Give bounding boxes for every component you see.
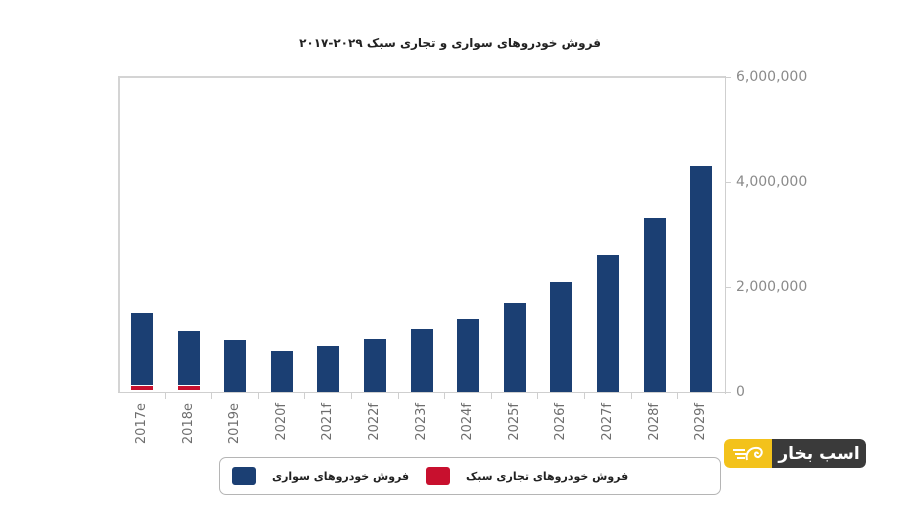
x-tick-label: 2029f [693,403,709,441]
x-tick-label: 2017e [134,403,149,445]
legend-label-passenger: فروش خودروهای سواری [272,469,410,483]
x-tick [304,392,306,399]
bar-passenger[interactable] [690,166,713,392]
logo-text: اسب بخار [772,439,866,468]
y-axis-line [725,76,726,394]
x-tick [677,392,679,399]
legend-item-light-commercial[interactable]: فروش خودروهای تجاری سبک [426,467,628,485]
plot-area [118,76,725,392]
bar-passenger[interactable] [643,218,666,392]
bar-passenger[interactable] [550,281,573,392]
bar-passenger[interactable] [457,319,480,392]
bar-light-commercial[interactable] [131,386,153,390]
y-tick-label: 6,000,000 [736,69,808,85]
bar-light-commercial[interactable] [177,386,200,390]
x-tick-label: 2023f [413,403,429,441]
bar-passenger[interactable] [177,331,200,385]
bar-passenger[interactable] [597,254,619,392]
x-tick-label: 2021f [320,403,336,441]
y-tick [725,287,731,288]
x-tick-label: 2028f [646,403,662,441]
y-tick [725,182,731,183]
bar-passenger[interactable] [270,351,293,392]
legend-label-light-commercial: فروش خودروهای تجاری سبک [466,469,629,483]
x-tick [537,392,539,399]
x-tick [351,392,352,399]
y-tick-label: 4,000,000 [736,174,808,190]
bar-passenger[interactable] [503,302,526,392]
x-tick-label: 2022f [367,403,382,441]
x-tick [164,392,166,399]
x-tick [211,392,213,399]
x-tick-label: 2024f [460,403,476,441]
x-tick [397,392,399,399]
chart-title: فروش خودروهای سواری و تجاری سبک ۲۰۲۹-۲۰۱… [299,36,601,50]
y-tick-label: 2,000,000 [736,279,808,295]
x-tick [444,392,446,399]
x-tick-label: 2025f [506,403,522,441]
legend: فروش خودروهای سواری فروش خودروهای تجاری … [219,457,721,495]
legend-item-passenger[interactable]: فروش خودروهای سواری [232,467,409,485]
y-tick [725,392,731,393]
x-tick [630,392,632,399]
bar-passenger[interactable] [317,345,340,392]
x-tick [584,392,585,399]
x-tick-label: 2019e [227,403,243,445]
bar-passenger[interactable] [131,313,153,385]
x-axis-line [118,392,726,393]
bar-passenger[interactable] [364,338,386,392]
x-tick-label: 2026f [553,403,569,441]
brand-logo: اسب بخار [724,439,866,468]
x-tick [490,392,492,399]
horse-head-icon [724,439,772,468]
y-tick-label: 0 [736,384,745,400]
legend-swatch-passenger [232,467,256,485]
x-tick-label: 2027f [600,403,615,441]
bar-passenger[interactable] [224,340,247,392]
y-tick [725,77,731,78]
x-tick-label: 2020f [273,403,289,441]
legend-swatch-light-commercial [426,467,450,485]
x-tick [257,392,259,399]
bar-passenger[interactable] [410,329,433,392]
x-tick-label: 2018e [180,403,196,445]
